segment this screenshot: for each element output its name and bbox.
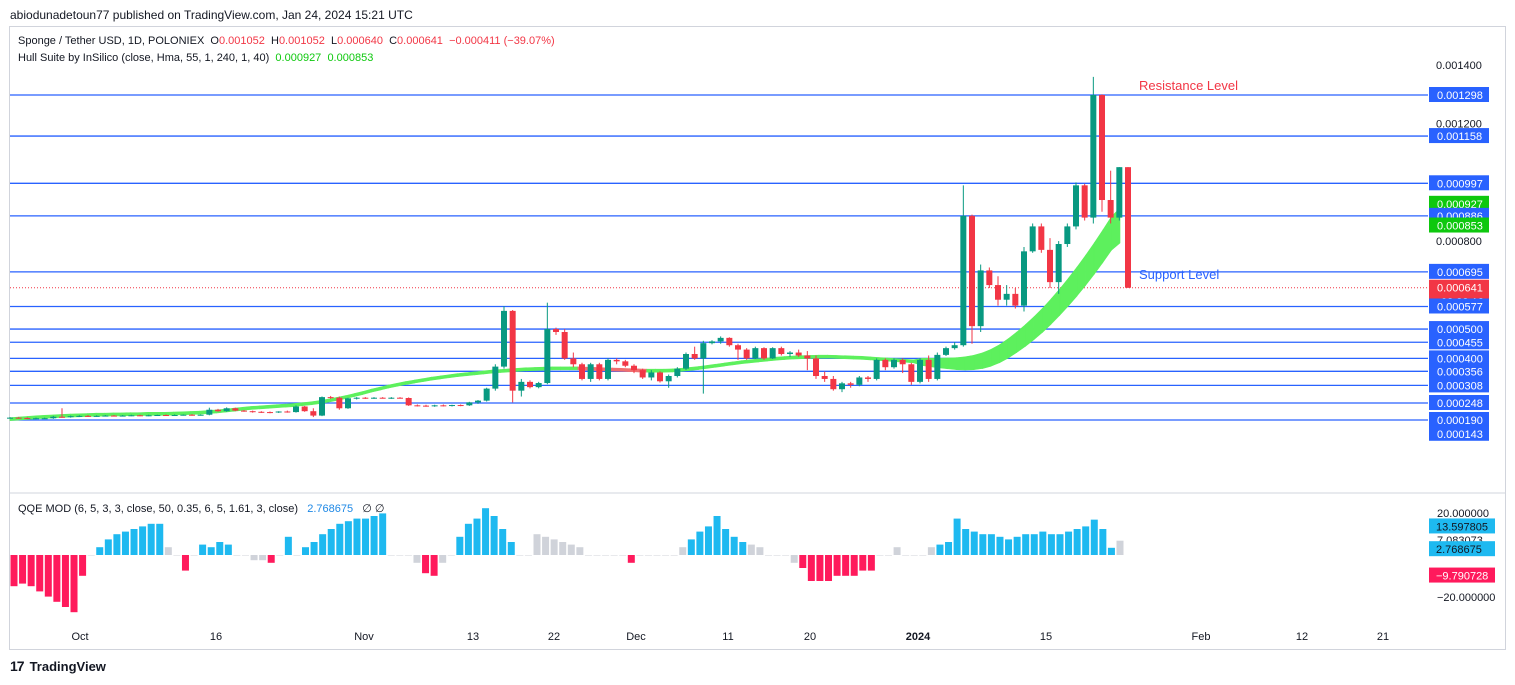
qqe-title: QQE MOD (6, 5, 3, 3, close, 50, 0.35, 6,… [18,503,299,515]
hull-value-2: 0.000853 [327,52,374,64]
hull-title: Hull Suite by InSilico (close, Hma, 55, … [18,52,270,64]
chart-frame [9,26,1506,650]
tradingview-wordmark: TradingView [29,658,106,674]
published-caption: abiodunadetoun77 published on TradingVie… [10,8,413,22]
tradingview-logo-icon: 17 [10,658,25,674]
hull-value-1: 0.000927 [275,52,322,64]
close-label: C [389,35,398,47]
symbol-title: Sponge / Tether USD, 1D, POLONIEX [18,35,205,47]
symbol-legend: Sponge / Tether USD, 1D, POLONIEX O0.001… [18,35,555,47]
qqe-legend: QQE MOD (6, 5, 3, 3, close, 50, 0.35, 6,… [18,502,385,515]
hull-legend: Hull Suite by InSilico (close, Hma, 55, … [18,52,373,64]
change-value: −0.000411 (−39.07%) [449,35,555,47]
qqe-value: 2.768675 [307,503,354,515]
open-value: 0.001052 [218,35,265,47]
low-value: 0.000640 [337,35,383,47]
high-label: H [270,35,279,47]
qqe-na: ∅ ∅ [362,503,385,515]
tradingview-brand: 17 TradingView [10,658,106,674]
low-label: L [330,35,338,47]
high-value: 0.001052 [278,35,325,47]
close-value: 0.000641 [397,35,443,47]
open-label: O [210,35,219,47]
